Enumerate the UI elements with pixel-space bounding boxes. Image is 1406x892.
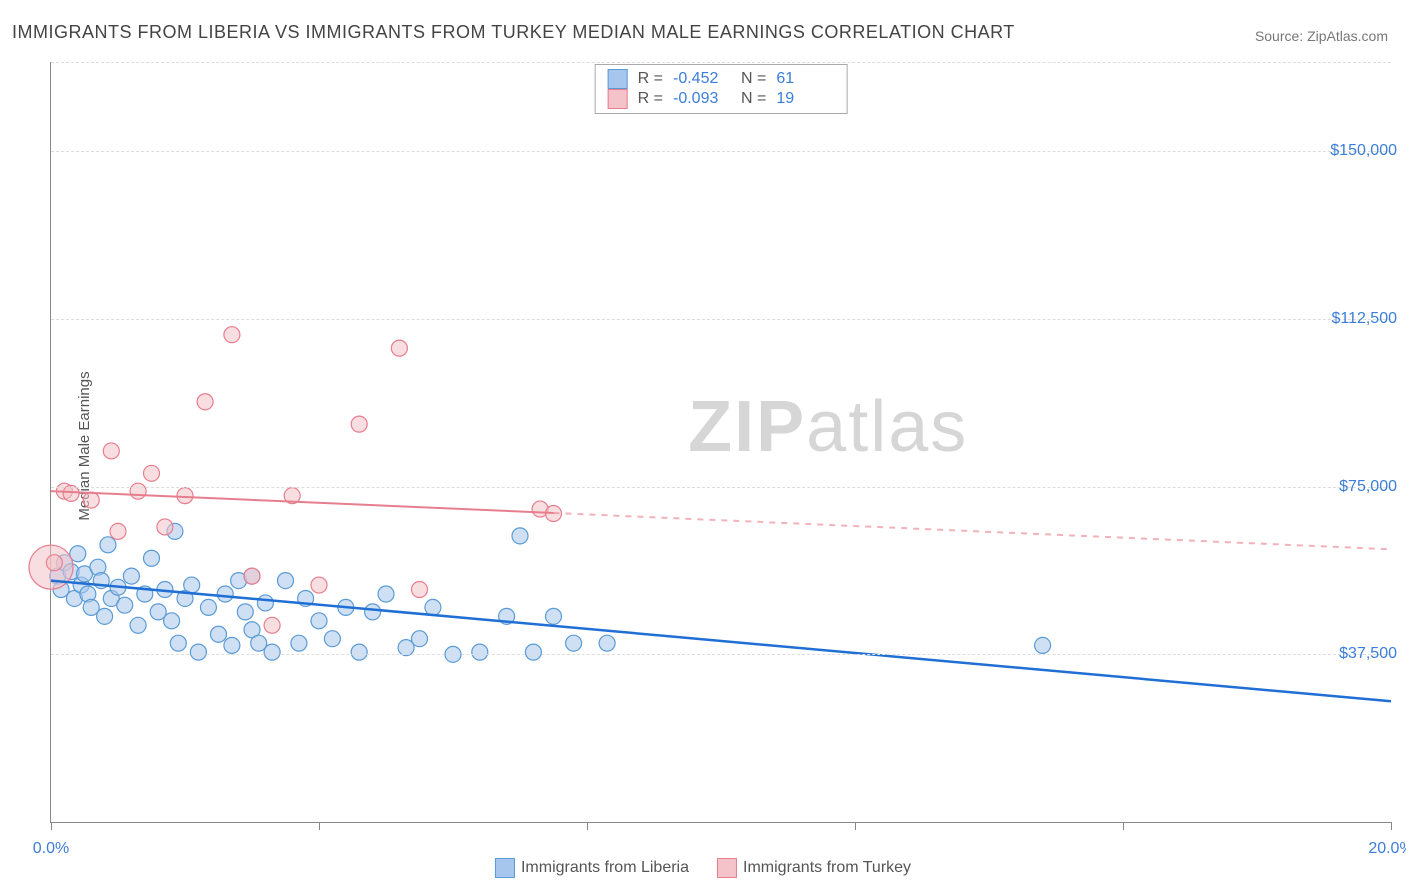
chart-title: IMMIGRANTS FROM LIBERIA VS IMMIGRANTS FR… <box>12 22 1015 43</box>
stats-row: R = -0.452 N = 61 <box>608 69 835 89</box>
n-label: N = <box>741 90 766 108</box>
n-value: 61 <box>776 70 834 88</box>
stats-box: R = -0.452 N = 61 R = -0.093 N = 19 <box>595 64 848 114</box>
x-tick <box>1391 822 1392 830</box>
gridline <box>51 151 1391 152</box>
n-value: 19 <box>776 90 834 108</box>
y-tick-label: $112,500 <box>1331 310 1397 328</box>
legend-label: Immigrants from Turkey <box>743 859 911 876</box>
r-value: -0.093 <box>673 90 731 108</box>
plot-svg <box>51 62 1391 822</box>
y-tick-label: $37,500 <box>1339 645 1397 663</box>
x-tick <box>1123 822 1124 830</box>
gridline <box>51 62 1391 63</box>
gridline <box>51 487 1391 488</box>
x-tick <box>51 822 52 830</box>
plot-area: ZIPatlas R =-0.452N =61R =-0.093N =19 $3… <box>50 62 1391 823</box>
legend-label: Immigrants from Liberia <box>521 859 689 876</box>
x-tick <box>587 822 588 830</box>
y-tick-label: $75,000 <box>1339 478 1397 496</box>
legend-swatch <box>717 858 737 878</box>
gridline <box>51 319 1391 320</box>
series-swatch <box>608 69 628 89</box>
legend-item: Immigrants from Liberia <box>495 858 689 878</box>
legend-swatch <box>495 858 515 878</box>
chart-container: IMMIGRANTS FROM LIBERIA VS IMMIGRANTS FR… <box>0 0 1406 892</box>
stats-row: R = -0.093 N = 19 <box>608 89 835 109</box>
source-attribution: Source: ZipAtlas.com <box>1255 28 1388 44</box>
gridline <box>51 654 1391 655</box>
y-tick-label: $150,000 <box>1330 142 1397 160</box>
n-label: N = <box>741 70 766 88</box>
r-label: R = <box>638 70 663 88</box>
x-tick <box>319 822 320 830</box>
r-label: R = <box>638 90 663 108</box>
x-tick-label: 0.0% <box>33 840 69 858</box>
legend-item: Immigrants from Turkey <box>717 858 911 878</box>
bottom-legend: Immigrants from Liberia Immigrants from T… <box>495 858 911 878</box>
x-tick-label: 20.0% <box>1368 840 1406 858</box>
series-swatch <box>608 89 628 109</box>
r-value: -0.452 <box>673 70 731 88</box>
x-tick <box>855 822 856 830</box>
